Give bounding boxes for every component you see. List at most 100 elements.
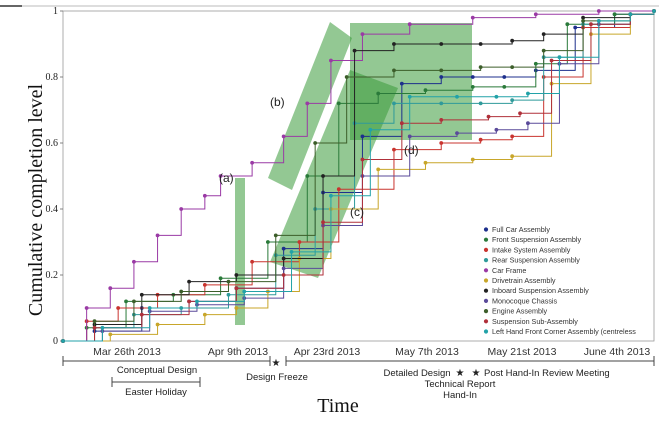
data-point xyxy=(132,299,136,304)
data-point xyxy=(329,58,333,63)
phase-hand-in: Hand-In xyxy=(443,390,477,401)
data-point xyxy=(360,134,365,139)
data-point xyxy=(399,81,404,86)
data-point xyxy=(407,134,412,139)
data-point xyxy=(376,91,381,96)
legend-marker xyxy=(483,268,489,273)
data-point xyxy=(155,233,160,238)
data-point xyxy=(84,306,89,310)
data-point xyxy=(250,160,255,165)
data-point xyxy=(234,286,239,291)
data-point xyxy=(628,12,633,17)
y-axis-label: Cumulative completion level xyxy=(25,83,47,316)
data-point xyxy=(202,312,207,317)
data-point xyxy=(407,22,412,27)
data-point xyxy=(360,157,365,162)
data-point xyxy=(100,325,105,330)
data-point xyxy=(92,319,97,324)
data-point xyxy=(376,167,381,172)
data-point xyxy=(557,55,562,60)
data-point xyxy=(218,276,223,281)
series-line xyxy=(63,11,655,342)
legend-label: Full Car Assembly xyxy=(492,225,550,234)
data-point xyxy=(502,85,507,89)
data-point xyxy=(392,68,396,73)
data-point xyxy=(289,250,294,254)
data-point xyxy=(234,273,239,277)
data-point xyxy=(234,306,239,310)
data-point xyxy=(281,266,286,271)
data-point xyxy=(510,134,515,139)
data-point xyxy=(250,259,255,264)
data-point xyxy=(439,68,444,73)
data-point xyxy=(352,48,357,53)
data-point xyxy=(573,25,578,30)
phase-detailed-design: Detailed Design xyxy=(383,368,450,379)
data-point xyxy=(541,32,546,36)
data-point xyxy=(502,75,507,79)
data-point xyxy=(360,32,365,36)
data-point xyxy=(392,147,396,152)
data-point xyxy=(510,65,515,69)
data-point xyxy=(336,187,341,192)
data-point xyxy=(329,193,333,198)
legend-marker xyxy=(483,227,489,232)
legend-marker xyxy=(483,309,489,314)
data-point xyxy=(155,322,160,327)
data-point xyxy=(187,299,191,304)
data-point xyxy=(533,12,538,17)
legend-label: Suspension Sub-Assembly xyxy=(492,317,578,326)
design-freeze-star-icon: ★ xyxy=(272,358,281,369)
data-point xyxy=(533,61,538,66)
data-point xyxy=(455,131,459,136)
data-point xyxy=(478,42,483,46)
x-tick-label: May 7th 2013 xyxy=(395,346,459,358)
data-point xyxy=(589,22,593,27)
data-point xyxy=(486,114,491,119)
data-point xyxy=(470,15,475,20)
y-tick-label: 0.8 xyxy=(46,72,59,83)
data-point xyxy=(344,75,349,79)
legend-marker xyxy=(483,298,489,303)
data-point xyxy=(439,118,444,122)
x-axis-ticks: Mar 26th 2013 Apr 9th 2013 Apr 23rd 2013 Ma… xyxy=(93,346,650,358)
data-point xyxy=(565,22,570,27)
series-line xyxy=(63,11,655,342)
legend-label: Engine Assembly xyxy=(492,307,548,316)
legend-label: Rear Suspension Assembly xyxy=(492,256,580,265)
legend-label: Monocoque Chassis xyxy=(492,296,558,305)
data-point xyxy=(124,299,128,304)
data-point xyxy=(510,38,515,43)
data-point xyxy=(510,154,515,159)
legend-label: Front Suspension Assembly xyxy=(492,235,581,244)
data-point xyxy=(399,121,404,126)
series-line xyxy=(63,10,654,342)
data-point xyxy=(581,15,585,20)
data-point xyxy=(470,85,475,89)
region-a xyxy=(235,178,245,325)
data-point xyxy=(226,279,231,284)
legend-label: Intake System Assembly xyxy=(492,245,571,254)
legend-marker xyxy=(483,329,489,334)
data-point xyxy=(281,246,286,251)
data-point xyxy=(549,58,554,63)
data-point xyxy=(423,88,428,93)
data-point xyxy=(61,339,65,343)
x-tick-label: Apr 23rd 2013 xyxy=(294,346,361,358)
region-d xyxy=(350,23,472,140)
data-point xyxy=(108,286,113,291)
data-point xyxy=(242,289,247,294)
y-tick-label: 0.6 xyxy=(46,138,59,149)
data-point xyxy=(321,220,325,225)
data-point xyxy=(478,101,483,106)
y-tick-label: 0 xyxy=(53,336,58,347)
series-line xyxy=(63,11,655,342)
data-point xyxy=(321,174,325,178)
legend-label: Left Hand Front Corner Assembly (centrel… xyxy=(492,327,636,336)
annotation-c: (c) xyxy=(350,205,364,219)
legend-marker xyxy=(483,247,489,252)
data-point xyxy=(179,289,184,294)
data-point xyxy=(470,75,475,79)
